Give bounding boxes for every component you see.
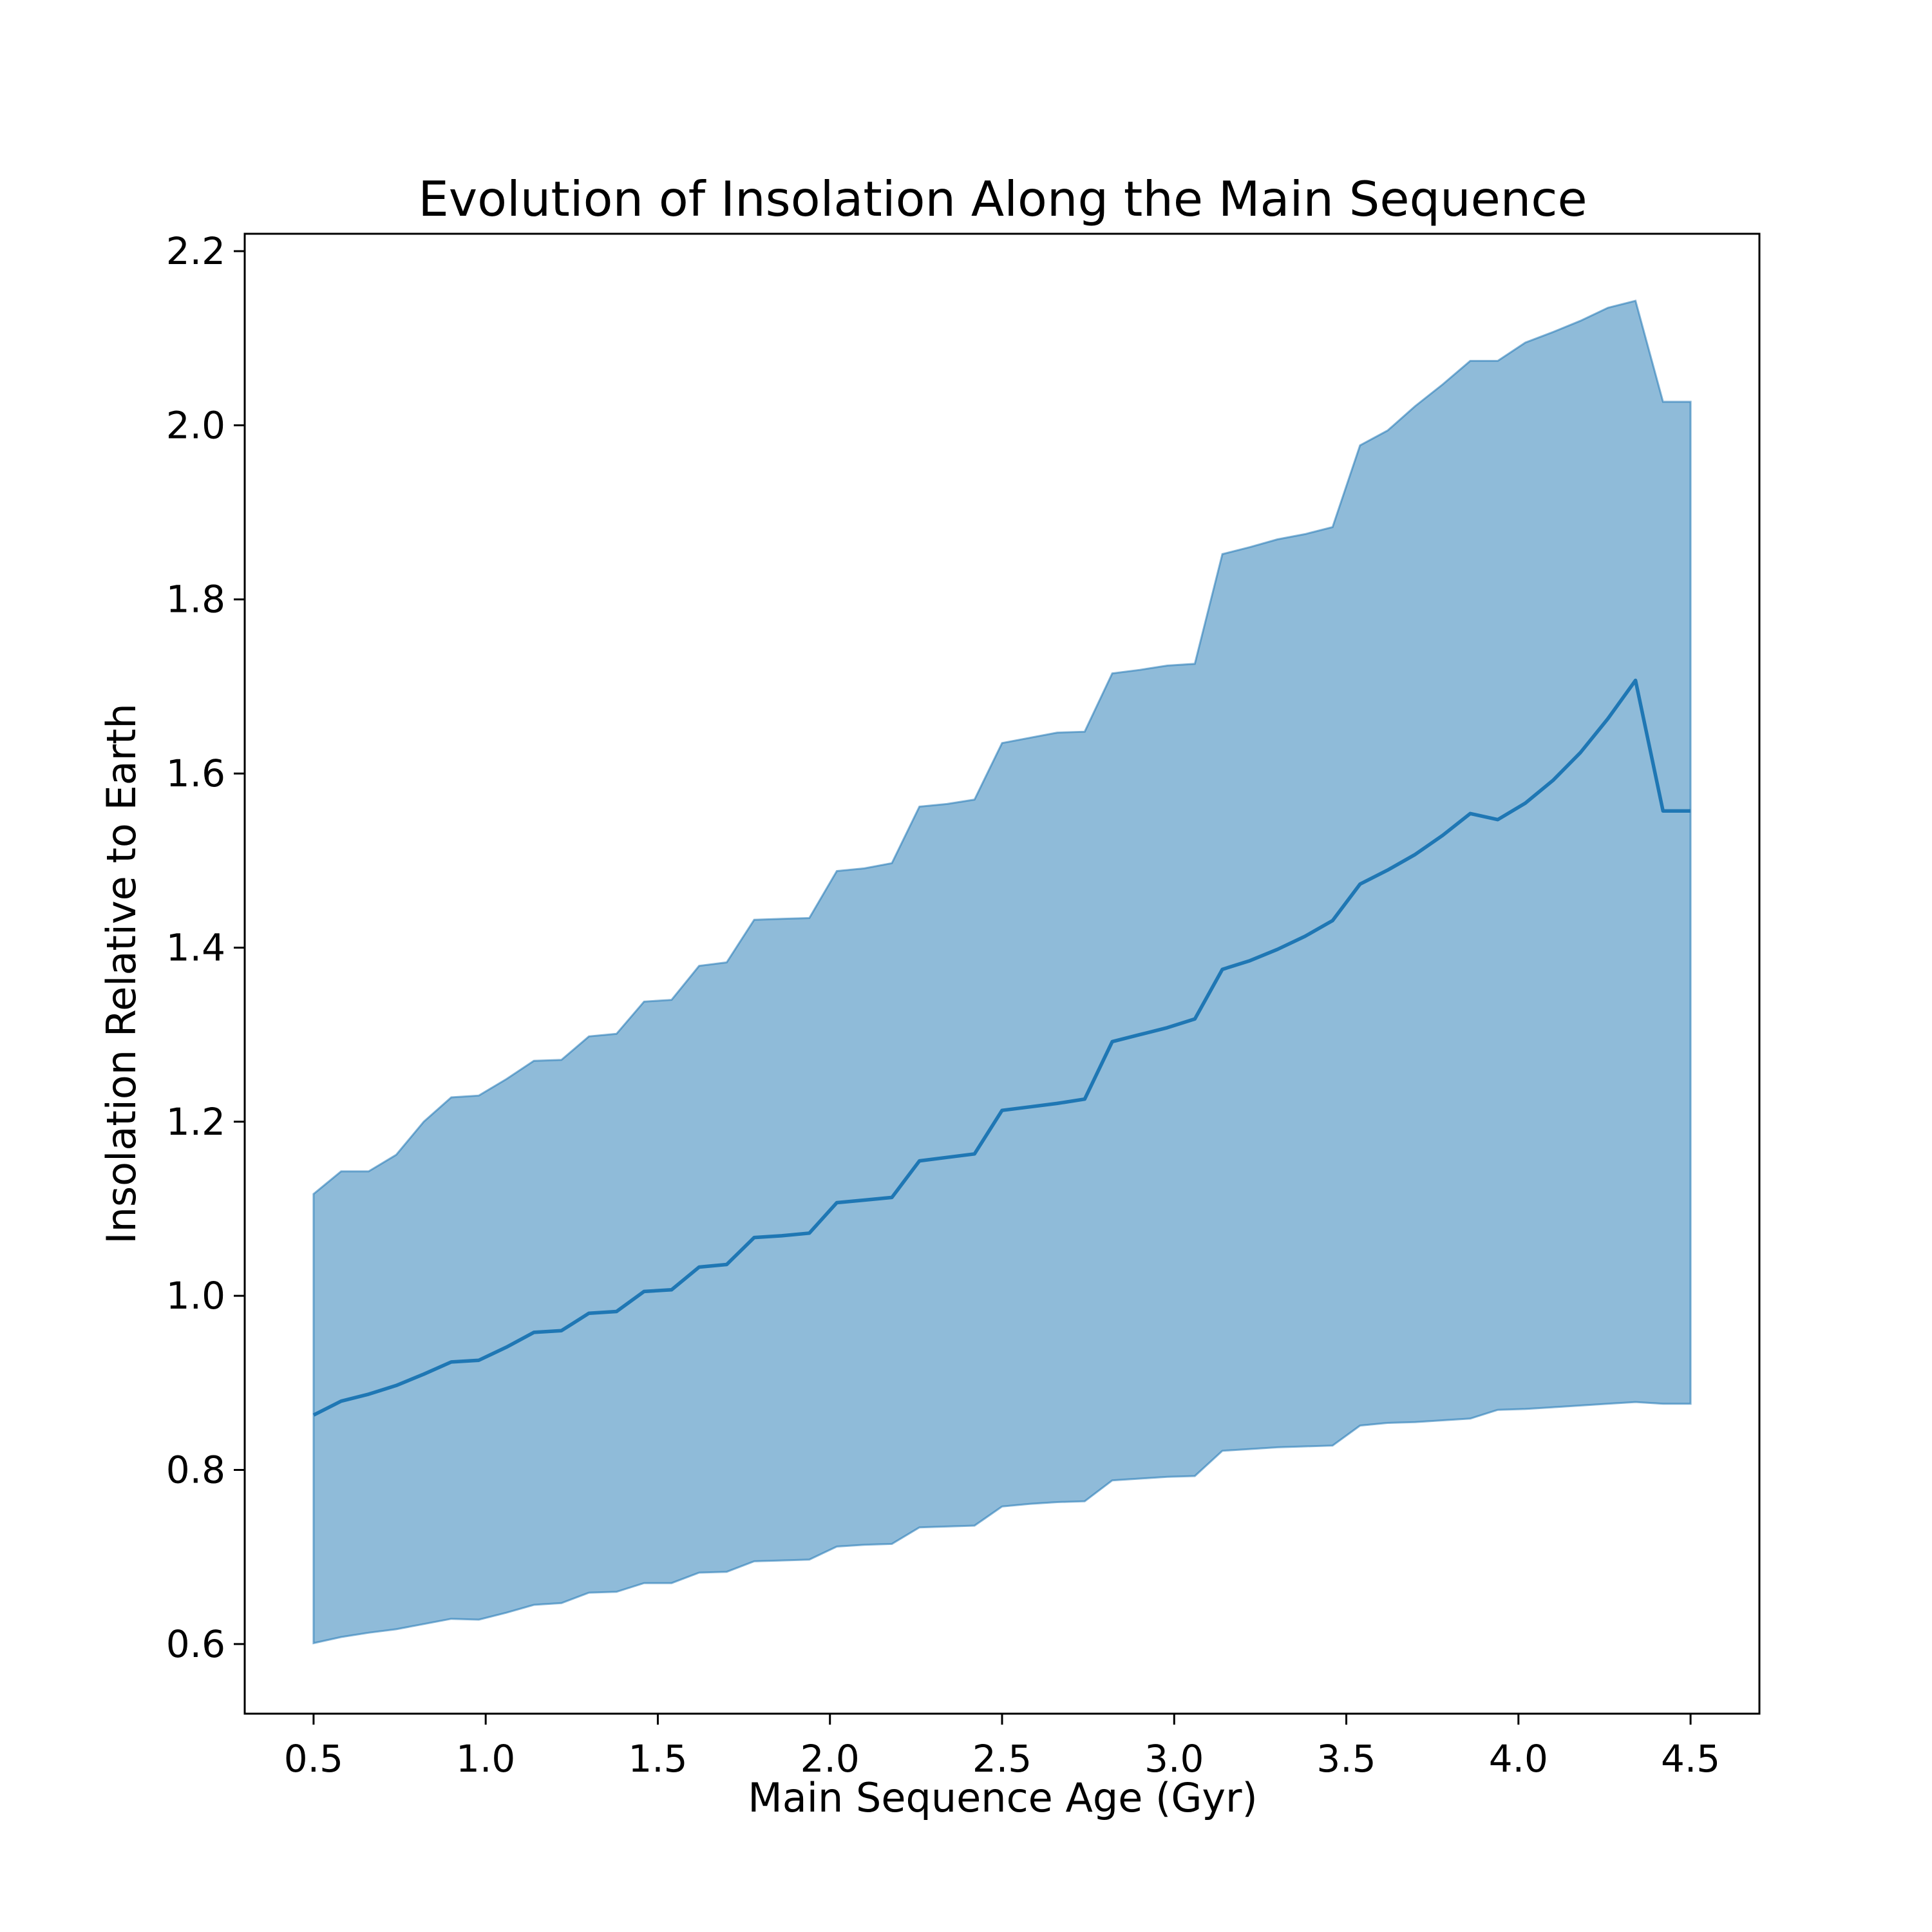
median-line (312, 678, 1691, 1417)
y-tick-label: 1.6 (166, 752, 225, 795)
x-tick-label: 2.0 (800, 1737, 860, 1781)
x-tick-label: 4.0 (1489, 1737, 1548, 1781)
y-tick-label: 2.2 (166, 229, 225, 273)
x-tick-label: 1.0 (456, 1737, 515, 1781)
y-tick-label: 1.8 (166, 578, 225, 621)
x-axis-label: Main Sequence Age (Gyr) (748, 1774, 1257, 1821)
x-tick-label: 3.0 (1144, 1737, 1204, 1781)
y-tick-label: 1.4 (166, 925, 225, 969)
y-tick-label: 0.6 (166, 1622, 225, 1666)
x-tick-label: 4.5 (1661, 1737, 1720, 1781)
x-tick-label: 1.5 (628, 1737, 687, 1781)
x-tick-label: 2.5 (972, 1737, 1032, 1781)
y-tick-label: 1.0 (166, 1274, 225, 1318)
chart-title: Evolution of Insolation Along the Main S… (418, 171, 1587, 227)
x-tick-label: 0.5 (284, 1737, 343, 1781)
y-axis-label: Insolation Relative to Earth (98, 703, 145, 1244)
y-tick-label: 0.8 (166, 1448, 225, 1492)
range-band (312, 299, 1692, 1645)
y-tick-label: 1.2 (166, 1100, 225, 1144)
x-tick-label: 3.5 (1316, 1737, 1376, 1781)
y-tick-label: 2.0 (166, 403, 225, 447)
